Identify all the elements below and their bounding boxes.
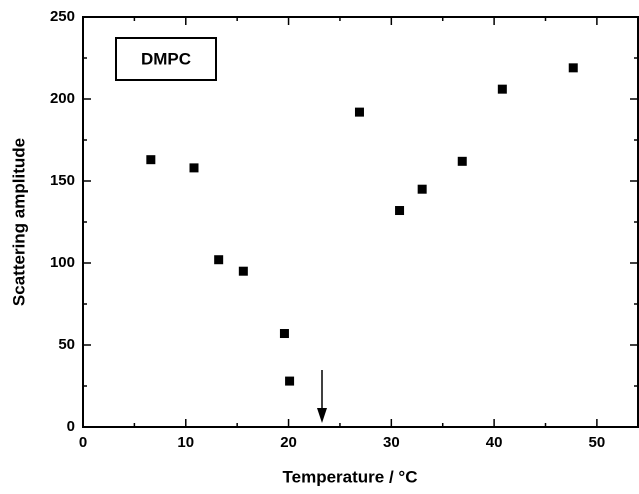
point — [395, 206, 405, 216]
y-axis-label: Scattering amplitude — [9, 138, 28, 306]
point — [146, 155, 156, 165]
y-tick-label: 100 — [50, 254, 75, 271]
y-tick-label: 200 — [50, 90, 75, 107]
x-tick-label: 30 — [383, 434, 400, 451]
y-tick-label: 50 — [58, 336, 75, 353]
x-tick-label: 50 — [589, 434, 606, 451]
arrow-head — [317, 408, 327, 423]
y-tick-label: 0 — [67, 418, 75, 435]
point — [279, 329, 289, 339]
annotation-box — [115, 37, 217, 81]
point — [457, 156, 467, 166]
x-tick-label: 20 — [280, 434, 297, 451]
point — [238, 266, 248, 276]
x-tick-label: 0 — [79, 434, 87, 451]
y-tick-label: 250 — [50, 8, 75, 25]
point — [568, 63, 578, 73]
annotation: DMPC — [141, 49, 191, 68]
x-tick-label: 10 — [177, 434, 194, 451]
plot-frame — [82, 16, 639, 428]
point — [189, 163, 199, 173]
point — [497, 84, 507, 94]
x-axis-label: Temperature / °C — [283, 467, 418, 486]
point — [354, 107, 364, 117]
arrow — [317, 370, 327, 423]
point — [417, 184, 427, 194]
point — [214, 255, 224, 265]
y-tick-label: 150 — [50, 172, 75, 189]
x-tick-label: 40 — [486, 434, 503, 451]
point — [285, 376, 295, 386]
